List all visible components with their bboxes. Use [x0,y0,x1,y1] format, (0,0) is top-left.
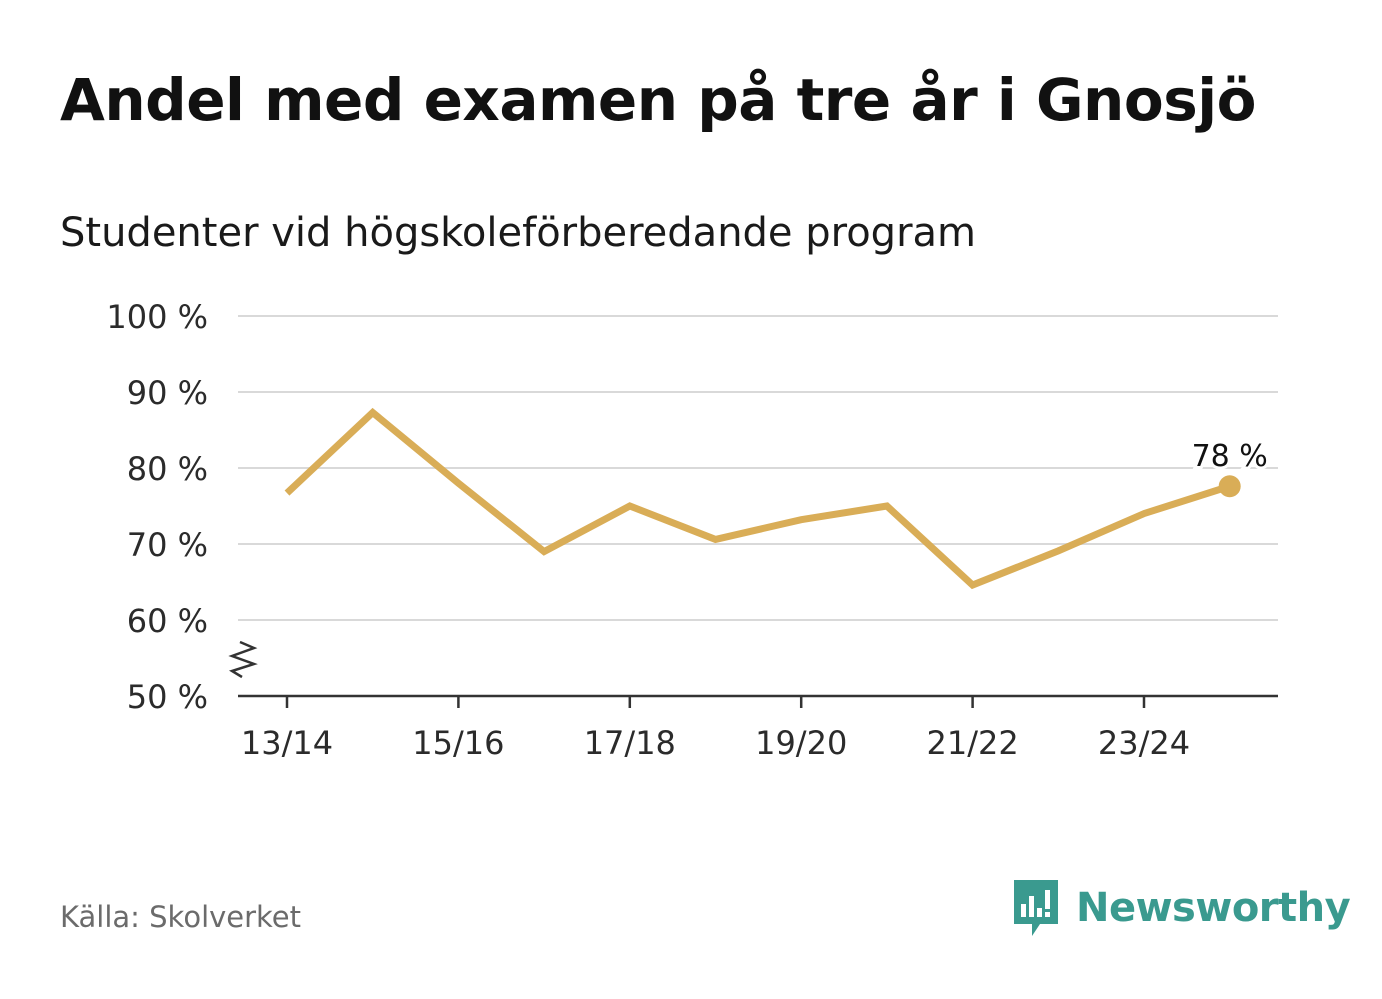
y-tick-label: 70 % [127,526,208,564]
brand-logo: Newsworthy [1010,876,1351,940]
y-tick-label: 50 % [127,678,208,716]
x-tick-label: 23/24 [1098,724,1190,762]
chart-title: Andel med examen på tre år i Gnosjö [60,66,1256,134]
series-line [284,407,1231,590]
series-layer: 78 % [284,407,1271,590]
source-note: Källa: Skolverket [60,900,302,934]
x-tick-labels: 13/14 15/16 17/18 19/20 21/22 23/24 [241,724,1190,762]
x-tick-label: 19/20 [755,724,847,762]
grid-lines [238,315,1278,621]
last-point-marker [1218,475,1241,498]
y-tick-label: 80 % [127,450,208,488]
brand-name: Newsworthy [1076,885,1351,931]
chart-subtitle: Studenter vid högskoleförberedande progr… [60,210,976,256]
x-tick-label: 13/14 [241,724,333,762]
x-tick-label: 15/16 [412,724,504,762]
x-tick-label: 21/22 [926,724,1018,762]
x-tick-label: 17/18 [584,724,676,762]
axis-break-icon [228,640,258,679]
x-axis [228,640,1278,708]
last-value-label: 78 % [1192,439,1268,474]
y-tick-label: 90 % [127,374,208,412]
newsworthy-logo-icon [1014,880,1058,936]
y-tick-label: 60 % [127,602,208,640]
y-tick-labels: 50 % 60 % 70 % 80 % 90 % 100 % [106,298,208,716]
y-tick-label: 100 % [106,298,208,336]
